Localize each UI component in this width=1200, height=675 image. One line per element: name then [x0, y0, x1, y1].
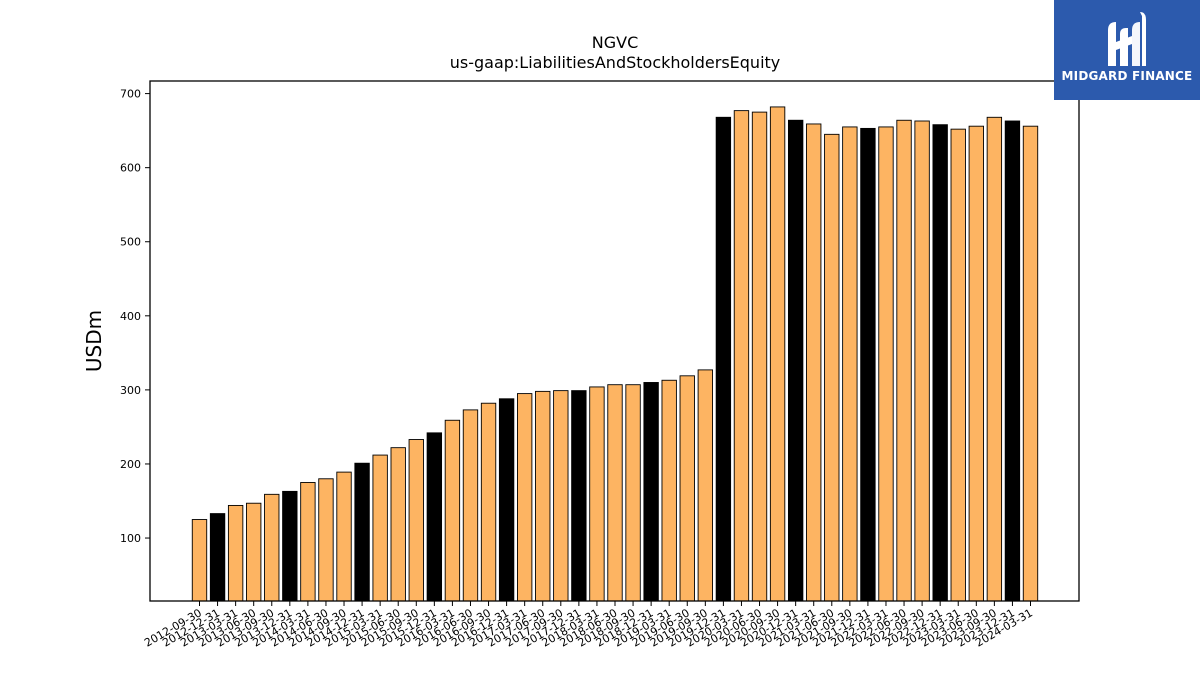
bar	[191, 519, 208, 602]
bar	[1004, 120, 1021, 602]
bar	[372, 454, 388, 602]
bar	[968, 125, 984, 602]
bar	[462, 409, 479, 602]
bar	[697, 369, 713, 602]
x-axis-ticks: 2012-09-302012-12-312013-03-312013-06-30…	[142, 601, 1035, 650]
bar	[932, 124, 948, 602]
bar	[571, 390, 587, 602]
logo-text: MIDGARD FINANCE	[1061, 69, 1193, 83]
bar	[625, 384, 641, 602]
bar	[607, 384, 623, 602]
bar	[986, 116, 1003, 602]
bar	[914, 120, 930, 602]
bar	[426, 432, 443, 602]
bar	[336, 471, 352, 602]
bar	[553, 390, 569, 602]
bar	[227, 504, 244, 602]
bar	[824, 133, 840, 602]
y-tick-label: 500	[120, 236, 141, 249]
y-tick-label: 200	[120, 458, 141, 471]
bar	[498, 398, 515, 602]
bar	[751, 111, 768, 602]
y-tick-label: 700	[120, 88, 141, 101]
bar	[679, 375, 695, 602]
y-tick-label: 100	[120, 532, 141, 545]
bar	[806, 123, 822, 602]
logo-mark-icon	[1108, 12, 1146, 66]
plot-frame	[149, 80, 1080, 602]
chart-subtitle: us-gaap:LiabilitiesAndStockholdersEquity	[450, 53, 781, 72]
bar	[787, 119, 804, 602]
bar	[589, 386, 605, 602]
y-axis-ticks: 100 200 300 400 500 600 700	[120, 88, 150, 545]
bar	[517, 393, 533, 602]
chart-title: NGVC	[592, 33, 638, 52]
bar	[354, 462, 370, 602]
bar	[842, 126, 858, 602]
bar	[282, 490, 298, 602]
y-tick-label: 400	[120, 310, 141, 323]
bar	[950, 128, 966, 602]
bar	[733, 110, 750, 602]
y-axis-label: USDm	[82, 310, 106, 372]
bar	[896, 119, 912, 602]
bar	[661, 379, 677, 602]
bar	[480, 402, 497, 602]
bar	[264, 493, 280, 602]
bar	[318, 478, 334, 602]
bar	[300, 482, 316, 602]
y-tick-label: 600	[120, 162, 141, 175]
bar	[860, 127, 876, 602]
bar	[246, 502, 262, 602]
bar	[643, 382, 659, 602]
bar	[878, 126, 894, 602]
bar	[390, 447, 406, 602]
bar	[535, 390, 551, 602]
bar	[444, 419, 461, 602]
bars-group	[191, 106, 1039, 602]
bar	[769, 106, 786, 602]
midgard-finance-logo: MIDGARD FINANCE	[1054, 0, 1200, 100]
bar	[408, 439, 424, 602]
bar	[1022, 125, 1039, 602]
bar	[209, 513, 226, 602]
y-tick-label: 300	[120, 384, 141, 397]
bar	[715, 116, 732, 602]
